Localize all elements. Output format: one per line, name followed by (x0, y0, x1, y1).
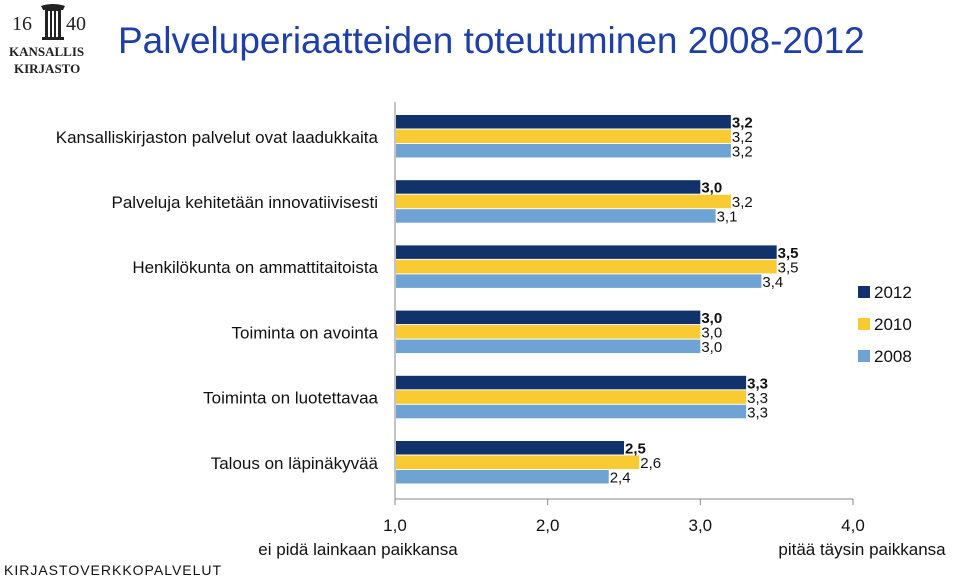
value-label: 2,6 (640, 455, 661, 472)
bar-2012 (396, 441, 624, 455)
bar-2010 (396, 259, 777, 274)
category-label: Talous on läpinäkyvää (211, 454, 379, 473)
category-label: Kansalliskirjaston palvelut ovat laadukk… (56, 128, 379, 147)
x-tick-label: 2,0 (536, 516, 560, 535)
x-low-label: ei pidä lainkaan paikkansa (258, 540, 458, 559)
value-label: 2,4 (610, 470, 631, 487)
bar-2012 (396, 310, 701, 325)
footer-text: KIRJASTOVERKKOPALVELUT (4, 562, 223, 578)
value-label: 3,3 (747, 375, 768, 392)
value-label: 3,4 (762, 274, 783, 291)
category-label: Toiminta on avointa (232, 323, 379, 342)
bar-2008 (396, 470, 609, 484)
bar-2008 (396, 274, 762, 288)
bar-2010 (396, 390, 747, 404)
category-label: Henkilökunta on ammattitaitoista (132, 258, 378, 277)
value-label: 3,0 (701, 325, 722, 342)
x-tick-label: 4,0 (841, 516, 865, 535)
value-label: 3,3 (747, 390, 768, 407)
value-label: 2,5 (625, 441, 646, 458)
value-label: 3,3 (747, 404, 768, 421)
bar-2008 (396, 209, 716, 223)
bar-2012 (396, 180, 701, 194)
logo-year-right: 40 (66, 13, 86, 35)
bar-2008 (396, 339, 701, 354)
legend-swatch-2012 (858, 286, 870, 298)
legend-label: 2008 (874, 347, 912, 366)
bar-2012 (396, 375, 747, 390)
value-label: 3,5 (778, 245, 799, 262)
value-label: 3,2 (732, 129, 753, 146)
value-label: 3,2 (732, 115, 753, 132)
legend-swatch-2008 (858, 350, 870, 362)
category-label: Toiminta on luotettavaa (203, 389, 378, 408)
logo-column-icon (41, 4, 65, 40)
legend-label: 2010 (874, 315, 912, 334)
bar-2010 (396, 455, 640, 469)
logo-year-left: 16 (12, 13, 32, 35)
value-label: 3,0 (701, 339, 722, 356)
x-high-label: pitää täysin paikkansa (778, 540, 946, 559)
value-label: 3,1 (717, 209, 738, 226)
bar-2012 (396, 245, 777, 259)
value-label: 3,2 (732, 194, 753, 211)
logo-line1: KANSALLIS (9, 44, 84, 59)
bar-2008 (396, 144, 731, 158)
bar-2010 (396, 325, 701, 339)
legend-swatch-2010 (858, 318, 870, 330)
value-label: 3,2 (732, 144, 753, 161)
value-label: 3,0 (701, 180, 722, 197)
x-tick-label: 3,0 (689, 516, 713, 535)
x-tick-label: 1,0 (383, 516, 407, 535)
bar-2012 (396, 115, 731, 129)
value-label: 3,5 (778, 259, 799, 276)
legend-label: 2012 (874, 283, 912, 302)
kansalliskirjasto-logo: 16 40 KANSALLIS KIRJASTO (9, 4, 86, 76)
bar-2010 (396, 129, 731, 143)
category-label: Palveluja kehitetään innovatiivisesti (112, 193, 379, 212)
page-title: Palveluperiaatteiden toteutuminen 2008-2… (118, 20, 865, 61)
bar-2010 (396, 194, 731, 209)
logo-line2: KIRJASTO (14, 61, 80, 76)
bar-2008 (396, 404, 747, 419)
value-label: 3,0 (701, 310, 722, 327)
